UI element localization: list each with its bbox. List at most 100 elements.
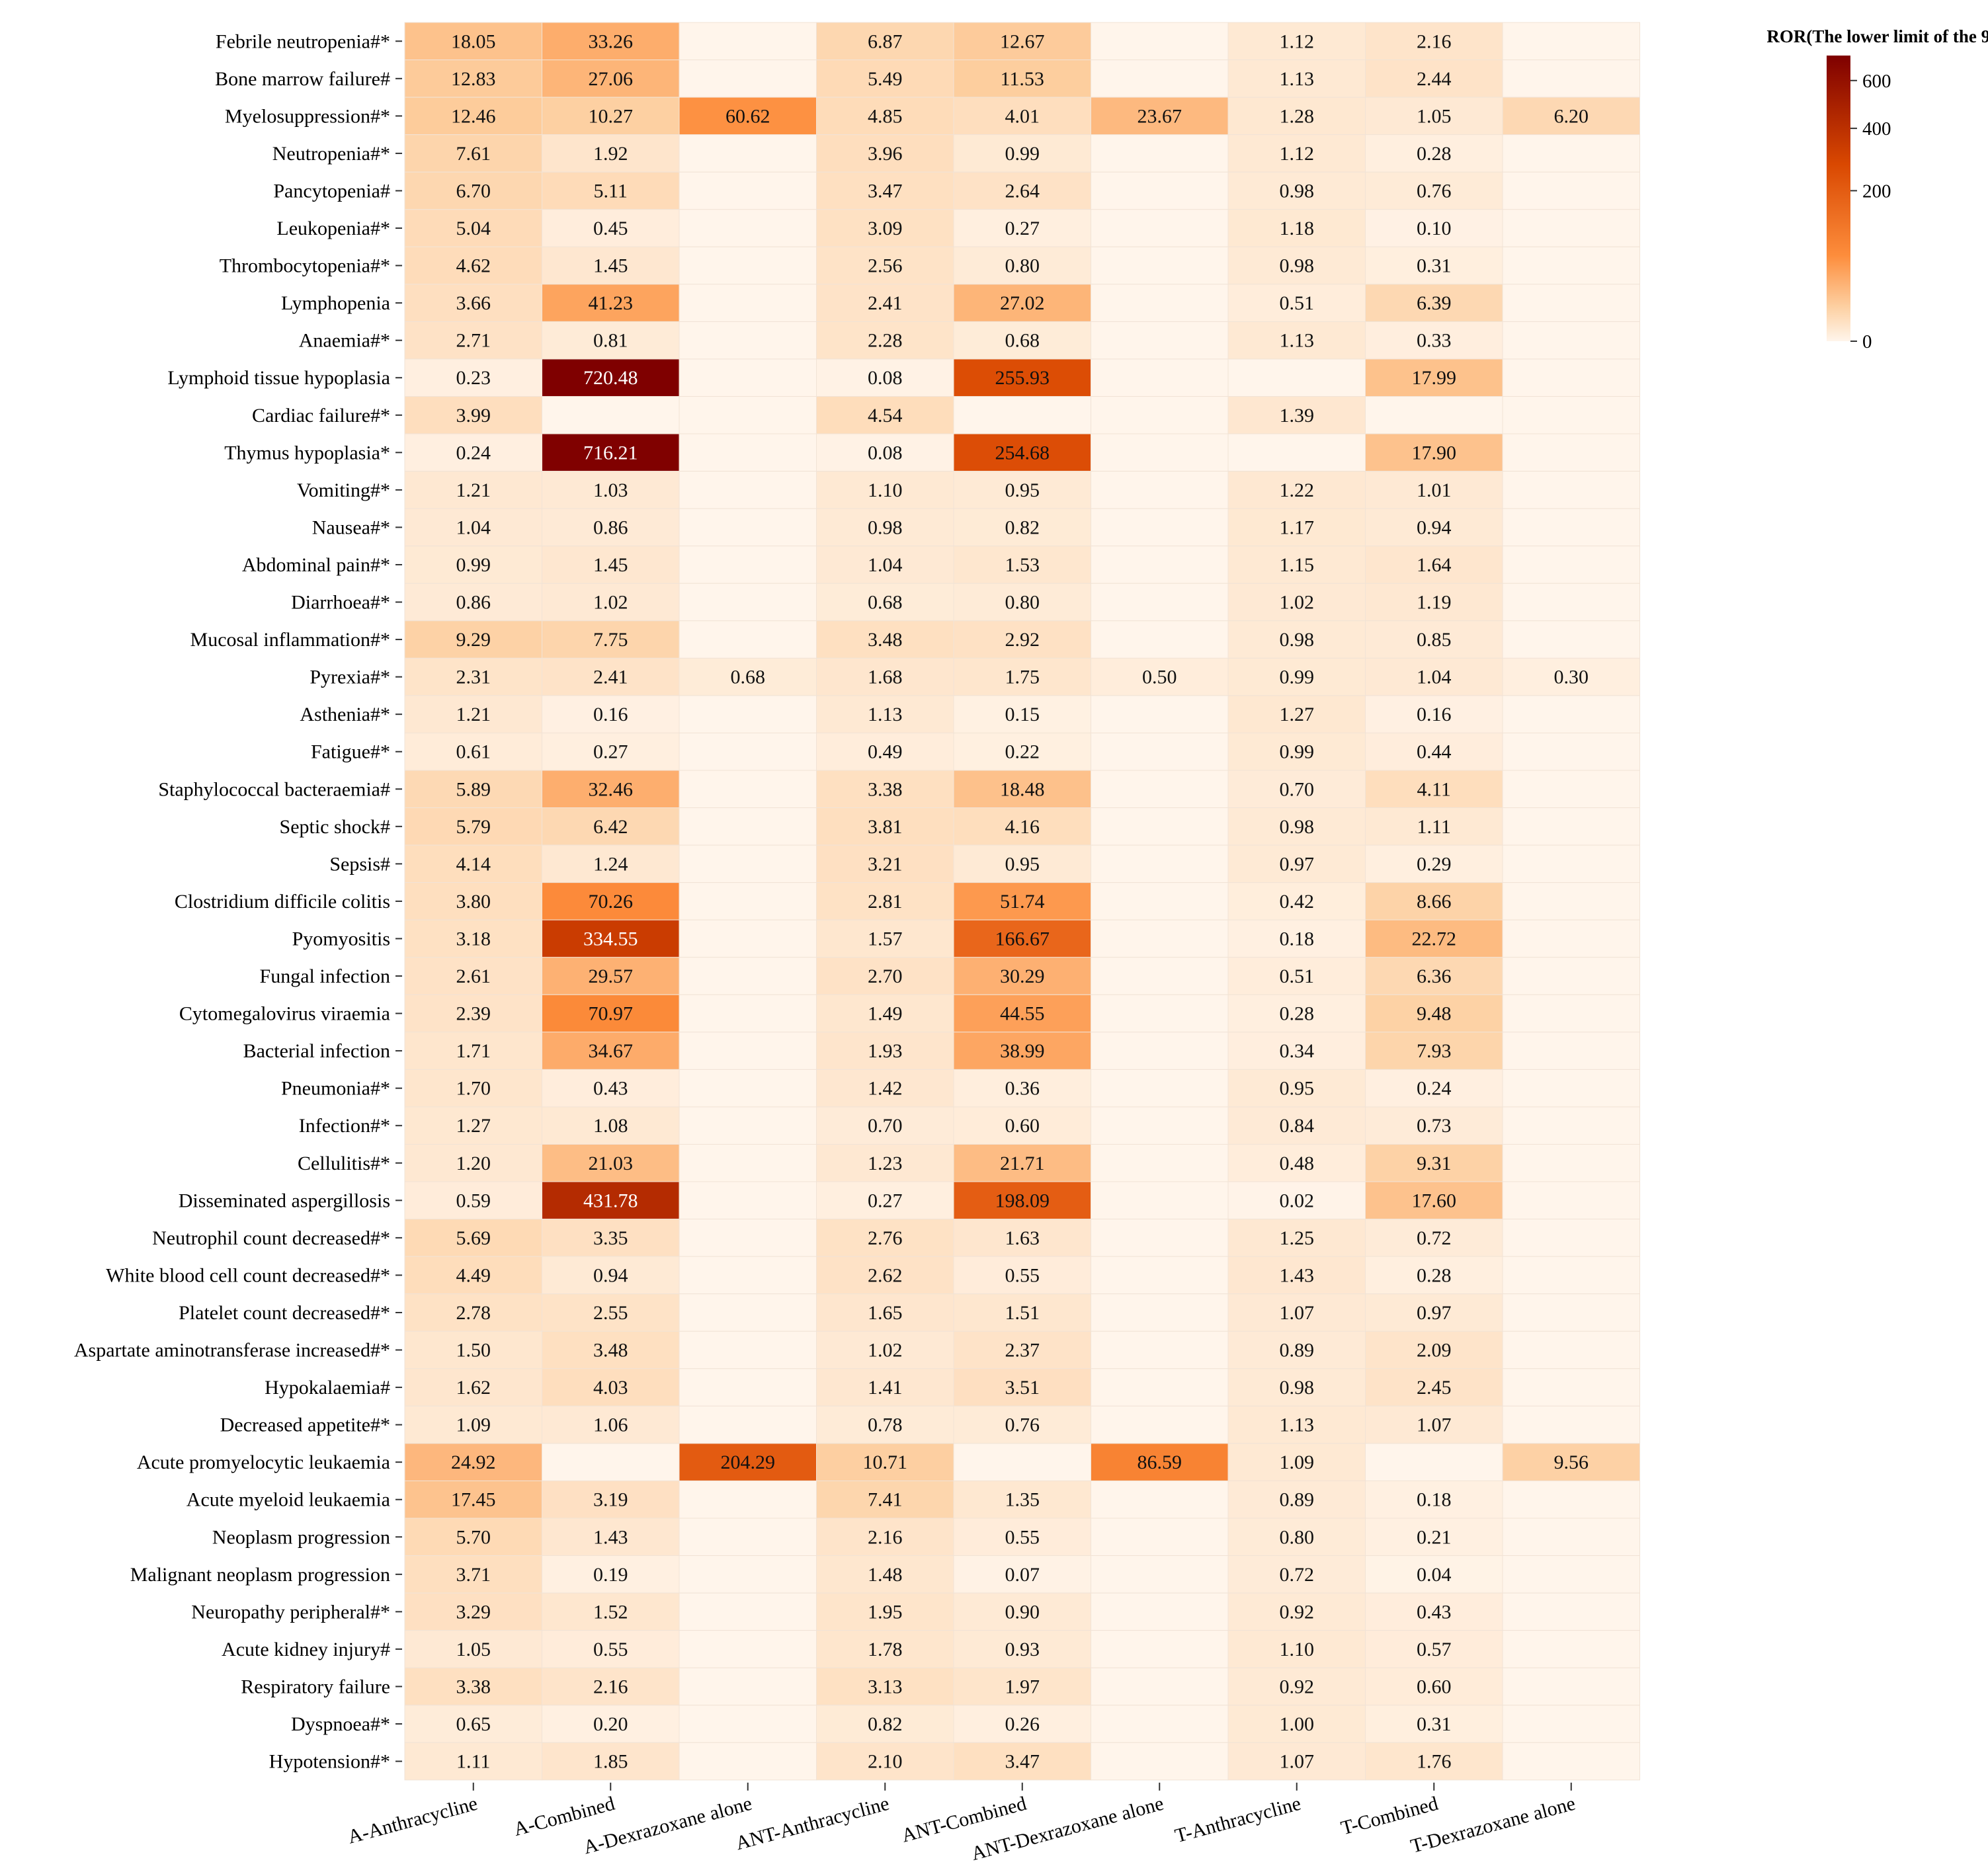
cell-value-label: 70.97 [589,1003,634,1025]
heatmap-cell [1365,1405,1503,1444]
cell-value-label: 0.99 [1280,741,1315,763]
cell-value-label: 7.75 [593,629,628,651]
cell-value-label: 1.13 [1280,1414,1315,1436]
cell-value-label: 2.10 [868,1751,903,1773]
cell-value-label: 32.46 [589,778,634,800]
cell-value-label: 0.48 [1280,1153,1315,1174]
heatmap-cell [542,1443,680,1481]
heatmap-cell [1502,1630,1640,1668]
heatmap-cell [1502,1256,1640,1295]
heatmap-cell [679,919,817,958]
cell-value-label: 1.97 [1005,1676,1040,1697]
cell-value-label: 0.04 [1417,1564,1452,1586]
cell-value-label: 0.26 [1005,1713,1040,1735]
cell-value-label: 0.92 [1280,1601,1315,1623]
heatmap-cell [404,957,542,995]
heatmap-cell [404,60,542,98]
heatmap-cell [1365,770,1503,809]
heatmap-cell [679,1181,817,1220]
heatmap-cell [542,1256,680,1295]
heatmap-cell [679,284,817,322]
cell-value-label: 60.62 [725,105,770,127]
cell-value-label: 1.06 [593,1414,628,1436]
heatmap-cell [953,1405,1091,1444]
heatmap-cell [1227,919,1366,958]
heatmap-cell [953,1144,1091,1182]
cell-value-label: 254.68 [995,442,1050,464]
heatmap-cell [953,695,1091,733]
cell-value-label: 1.21 [456,704,491,725]
cell-value-label: 1.92 [593,143,628,165]
heatmap-cell [542,396,680,434]
row-label: Aspartate aminotransferase increased#* [74,1340,390,1362]
heatmap-cell [953,1742,1091,1781]
cell-value-label: 1.39 [1280,405,1315,427]
heatmap-cell [404,1518,542,1557]
heatmap-cell [1227,97,1366,136]
heatmap-cell [1091,358,1229,397]
cell-value-label: 1.03 [593,479,628,501]
heatmap-cell [679,1368,817,1406]
cell-value-label: 10.27 [589,105,634,127]
cell-value-label: 0.55 [1005,1264,1040,1286]
heatmap-cell [1227,1592,1366,1631]
row-label: Pyomyositis [292,928,390,950]
heatmap-cell [679,1705,817,1743]
cell-value-label: 1.13 [868,704,903,725]
cell-value-label: 3.18 [456,928,491,950]
heatmap-cell [953,546,1091,584]
cell-value-label: 6.70 [456,180,491,202]
heatmap-cell [404,1480,542,1519]
heatmap-cell [1502,770,1640,809]
heatmap-cell [816,134,954,173]
heatmap-cell [679,134,817,173]
heatmap-cell [404,209,542,247]
cell-value-label: 1.95 [868,1601,903,1623]
heatmap-cell [816,1405,954,1444]
cell-value-label: 6.87 [868,30,903,52]
cell-value-label: 0.51 [1280,292,1315,314]
heatmap-cell [679,358,817,397]
heatmap-cell [1091,1368,1229,1406]
cell-value-label: 1.11 [456,1751,490,1773]
cell-value-label: 0.18 [1417,1489,1452,1511]
cell-value-label: 10.71 [863,1451,908,1473]
heatmap-cell [1502,471,1640,509]
heatmap-cell [679,508,817,547]
heatmap-cell [1365,1705,1503,1743]
heatmap-cell [1227,1518,1366,1557]
heatmap-cell [816,396,954,434]
cell-value-label: 204.29 [721,1451,776,1473]
heatmap-cell [953,1592,1091,1631]
heatmap-cell [1227,396,1366,434]
heatmap-cell [953,1256,1091,1295]
colorbar-gradient [1827,56,1850,341]
cell-value-label: 3.09 [868,218,903,239]
heatmap-cell [679,1555,817,1594]
row-label: Myelosuppression#* [225,105,390,127]
cell-value-label: 4.01 [1005,105,1040,127]
row-label: Malignant neoplasm progression [130,1564,390,1586]
cell-value-label: 0.18 [1280,928,1315,950]
heatmap-cell [679,1630,817,1668]
heatmap-cell [816,246,954,285]
cell-value-label: 1.51 [1005,1302,1040,1324]
heatmap-cell [1502,284,1640,322]
heatmap-cell [953,1518,1091,1557]
cell-value-label: 1.24 [593,853,628,875]
heatmap-cell [1502,1705,1640,1743]
heatmap-cell [953,770,1091,809]
row-label: Bone marrow failure# [215,68,390,90]
row-label: Lymphoid tissue hypoplasia [167,367,390,389]
heatmap-cell [679,1256,817,1295]
heatmap-cell [1091,732,1229,771]
cell-value-label: 0.08 [868,442,903,464]
heatmap-cell [953,1330,1091,1369]
heatmap-cell [1502,1032,1640,1070]
cell-value-label: 0.99 [1005,143,1040,165]
cell-value-label: 0.97 [1417,1302,1452,1324]
heatmap-cell [542,1630,680,1668]
heatmap-cell [1227,1630,1366,1668]
cell-value-label: 2.37 [1005,1340,1040,1362]
cell-value-label: 2.55 [593,1302,628,1324]
